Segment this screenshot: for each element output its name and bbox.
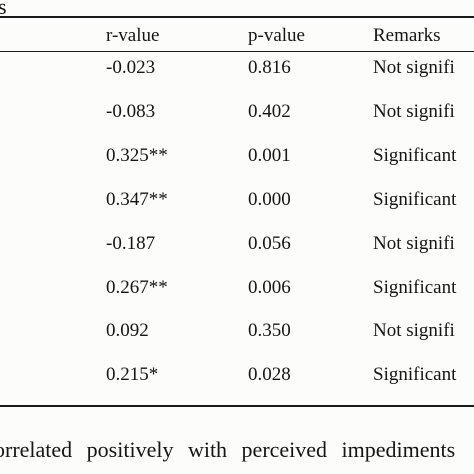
cell-r-value: 0.325**	[106, 144, 168, 166]
cell-remark: Significant	[373, 144, 457, 166]
cell-r-value: 0.347**	[106, 188, 168, 210]
header-r-value: r-value	[106, 25, 160, 46]
cell-remark: Not signifi	[373, 320, 455, 342]
cell-remark: Significant	[373, 276, 457, 298]
cell-p-value: 0.006	[248, 276, 291, 298]
table-top-rule	[0, 16, 474, 18]
table-bottom-rule	[0, 405, 474, 407]
cell-r-value: -0.023	[106, 57, 156, 78]
table-title-fragment: s	[0, 0, 8, 19]
cell-p-value: 0.056	[248, 232, 291, 254]
cell-p-value: 0.402	[248, 100, 291, 122]
cell-p-value: 0.350	[248, 320, 291, 342]
cell-r-value: -0.187	[106, 232, 156, 254]
cell-p-value: 0.000	[248, 188, 291, 210]
cell-p-value: 0.028	[248, 364, 291, 386]
cell-r-value: 0.092	[106, 320, 149, 342]
cell-remark: Not signifi	[373, 57, 455, 78]
cell-r-value: 0.267**	[106, 276, 168, 298]
cell-remark: Not signifi	[373, 232, 455, 254]
cell-r-value: -0.083	[106, 100, 156, 122]
cell-p-value: 0.001	[248, 144, 291, 166]
body-text-line: orrelated positively with perceived impe…	[0, 437, 456, 462]
cell-remark: Significant	[373, 188, 457, 210]
header-remarks: Remarks	[373, 25, 441, 46]
header-p-value: p-value	[248, 25, 305, 46]
cell-remark: Significant	[373, 364, 457, 386]
header-rule	[0, 51, 474, 52]
cell-r-value: 0.215*	[106, 364, 159, 386]
cell-remark: Not signifi	[373, 100, 455, 122]
cell-p-value: 0.816	[248, 57, 291, 78]
